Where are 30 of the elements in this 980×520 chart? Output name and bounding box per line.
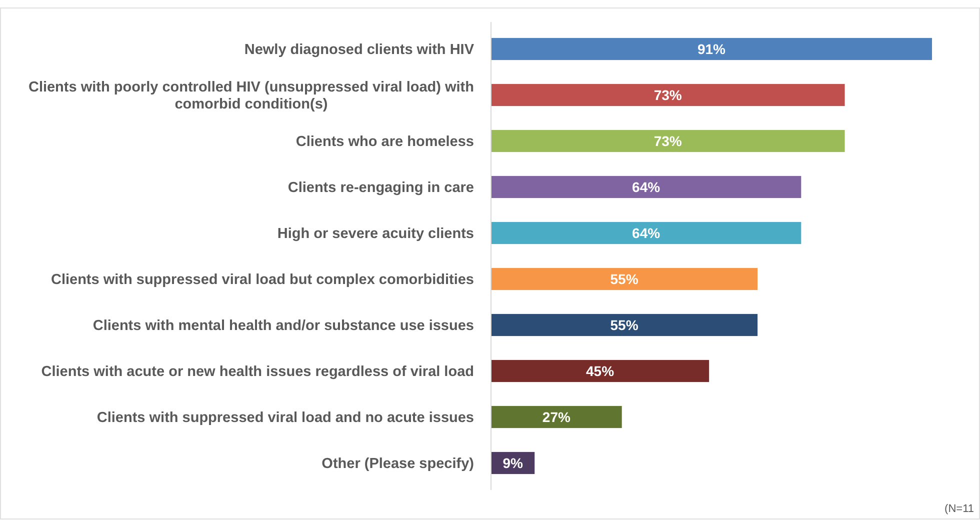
- data-label: 27%: [542, 408, 571, 425]
- bar: [491, 222, 802, 244]
- y-tick-label: Newly diagnosed clients with HIV: [244, 42, 474, 58]
- y-tick-label: Clients with acute or new health issues regardless of viral load: [41, 364, 474, 380]
- bar: [491, 360, 710, 382]
- y-tick-label: Clients re-engaging in care: [288, 180, 474, 196]
- y-tick-label: Other (Please specify): [322, 456, 474, 472]
- data-label: 73%: [654, 86, 682, 103]
- bar: [491, 176, 802, 198]
- data-label: 64%: [632, 178, 661, 195]
- y-tick-label: Clients with suppressed viral load and no acute issues: [96, 410, 474, 426]
- y-tick-label: High or severe acuity clients: [277, 226, 474, 242]
- bar: [491, 130, 845, 152]
- y-tick-label: Clients with suppressed viral load but complex comorbidities: [50, 272, 474, 288]
- data-label: 55%: [610, 316, 639, 333]
- data-label: 64%: [632, 224, 661, 241]
- data-label: 91%: [697, 40, 726, 57]
- y-tick-label: Clients who are homeless: [296, 134, 474, 150]
- data-label: 45%: [586, 362, 615, 379]
- data-label: 55%: [610, 270, 639, 287]
- text: (N=11: [944, 503, 974, 515]
- bar: [491, 406, 622, 428]
- y-tick-label: Clients with mental health and/or substance use issues: [92, 318, 474, 334]
- y-tick-label: Clients with poorly controlled HIV (unsuppressed viral load) with comorbid condition(s): [28, 80, 474, 113]
- bar: [491, 84, 845, 106]
- data-label: 9%: [502, 454, 524, 471]
- bar: [491, 38, 932, 60]
- data-label: 73%: [654, 132, 682, 149]
- bar: [491, 268, 758, 290]
- bar: [491, 314, 758, 336]
